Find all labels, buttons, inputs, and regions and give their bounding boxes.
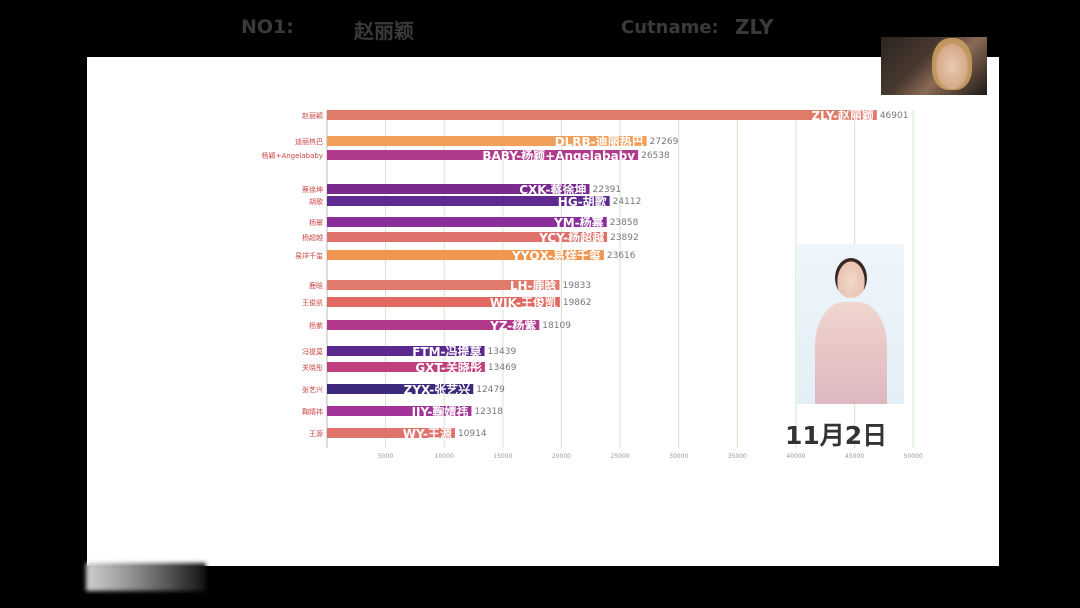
bar-value-label: 18109 [542, 321, 571, 331]
category-label: 王源 [309, 429, 323, 438]
bar [327, 232, 608, 242]
rank-name: 赵丽颖 [354, 19, 414, 43]
bar [327, 362, 485, 372]
category-label: 王俊凯 [302, 298, 323, 307]
bar-inner-label: WY-王源 [403, 426, 452, 441]
bar-inner-label: DLRB-迪丽热巴 [555, 134, 644, 149]
bar [327, 384, 474, 394]
bar [327, 217, 607, 227]
bar [327, 406, 472, 416]
category-label: 杨颖+Angelababy [262, 151, 323, 160]
cutname-value: ZLY [735, 15, 774, 39]
x-tick-label: 45000 [845, 453, 864, 460]
bar [327, 136, 647, 146]
bar-value-label: 27269 [650, 137, 679, 147]
bar [327, 196, 610, 206]
bar-inner-label: WJK-王俊凯 [490, 295, 557, 310]
bar-value-label: 23892 [610, 233, 639, 243]
leader-portrait [797, 244, 904, 404]
bar-value-label: 23858 [610, 218, 639, 228]
x-tick-label: 40000 [786, 453, 805, 460]
bar-inner-label: FTM-冯提莫 [412, 344, 482, 359]
webcam-face [932, 38, 972, 90]
bar [327, 297, 560, 307]
bar-value-label: 13439 [488, 347, 517, 357]
bar-inner-label: YM-杨幂 [553, 215, 605, 230]
blurred-watermark [86, 563, 206, 591]
category-label: 鹿晗 [309, 281, 323, 290]
bar-value-label: 10914 [458, 429, 487, 439]
x-tick-label: 15000 [493, 453, 512, 460]
bar [327, 346, 485, 356]
bar-value-label: 12479 [476, 385, 505, 395]
category-label: 张艺兴 [302, 385, 323, 394]
bar [327, 428, 455, 438]
rank-label: NO1: [241, 16, 294, 38]
category-label: 关晓彤 [302, 363, 323, 372]
bar-value-label: 22391 [592, 185, 621, 195]
bar-inner-label: HG-胡歌 [558, 194, 608, 209]
bar-value-label: 24112 [613, 197, 642, 207]
bar-inner-label: JJY-鞠婧祎 [411, 404, 469, 419]
bar-inner-label: YCY-杨超越 [538, 230, 605, 245]
bar [327, 320, 540, 330]
bar-inner-label: ZLY-赵丽颖 [811, 108, 873, 123]
bar-value-label: 19833 [563, 281, 592, 291]
bar [327, 110, 877, 120]
x-tick-label: 10000 [435, 453, 454, 460]
category-label: 杨幂 [309, 218, 323, 227]
category-label: 易烊千玺 [295, 251, 323, 260]
category-label: 蔡徐坤 [302, 185, 323, 194]
bar-value-label: 46901 [880, 111, 909, 121]
date-label: 11月2日 [785, 421, 888, 450]
bar-value-label: 19862 [563, 298, 592, 308]
bar-inner-label: BABY-杨颖+Angelababy [482, 148, 635, 163]
category-label: 杨紫 [309, 321, 323, 330]
bar-value-label: 23616 [607, 251, 636, 261]
portrait-head [835, 258, 867, 298]
bar-inner-label: CXK-蔡徐坤 [519, 182, 586, 197]
x-tick-label: 50000 [904, 453, 923, 460]
category-label: 鞠婧祎 [302, 407, 323, 416]
bar [327, 150, 639, 160]
cutname-label: Cutname: [621, 17, 719, 38]
bar-value-label: 13469 [488, 363, 517, 373]
category-label: 迪丽热巴 [295, 137, 323, 146]
category-label: 冯提莫 [302, 347, 323, 356]
bar-inner-label: LH-鹿晗 [510, 278, 557, 293]
bar [327, 250, 604, 260]
bar-inner-label: YYQX-易烊千玺 [511, 248, 601, 263]
category-label: 杨超越 [302, 233, 323, 242]
category-label: 赵丽颖 [302, 111, 323, 120]
x-tick-label: 30000 [669, 453, 688, 460]
x-tick-label: 20000 [552, 453, 571, 460]
x-tick-label: 35000 [728, 453, 747, 460]
bar-inner-label: GXT-关晓彤 [415, 360, 482, 375]
bar-value-label: 26538 [641, 151, 670, 161]
bar-value-label: 12318 [474, 407, 503, 417]
x-tick-label: 5000 [378, 453, 393, 460]
category-label: 胡歌 [309, 197, 323, 206]
bar-inner-label: ZYX-张艺兴 [404, 382, 471, 397]
bar [327, 184, 590, 194]
portrait-body [815, 302, 887, 404]
bar-inner-label: YZ-杨紫 [489, 318, 536, 333]
bar [327, 280, 560, 290]
x-tick-label: 25000 [611, 453, 630, 460]
